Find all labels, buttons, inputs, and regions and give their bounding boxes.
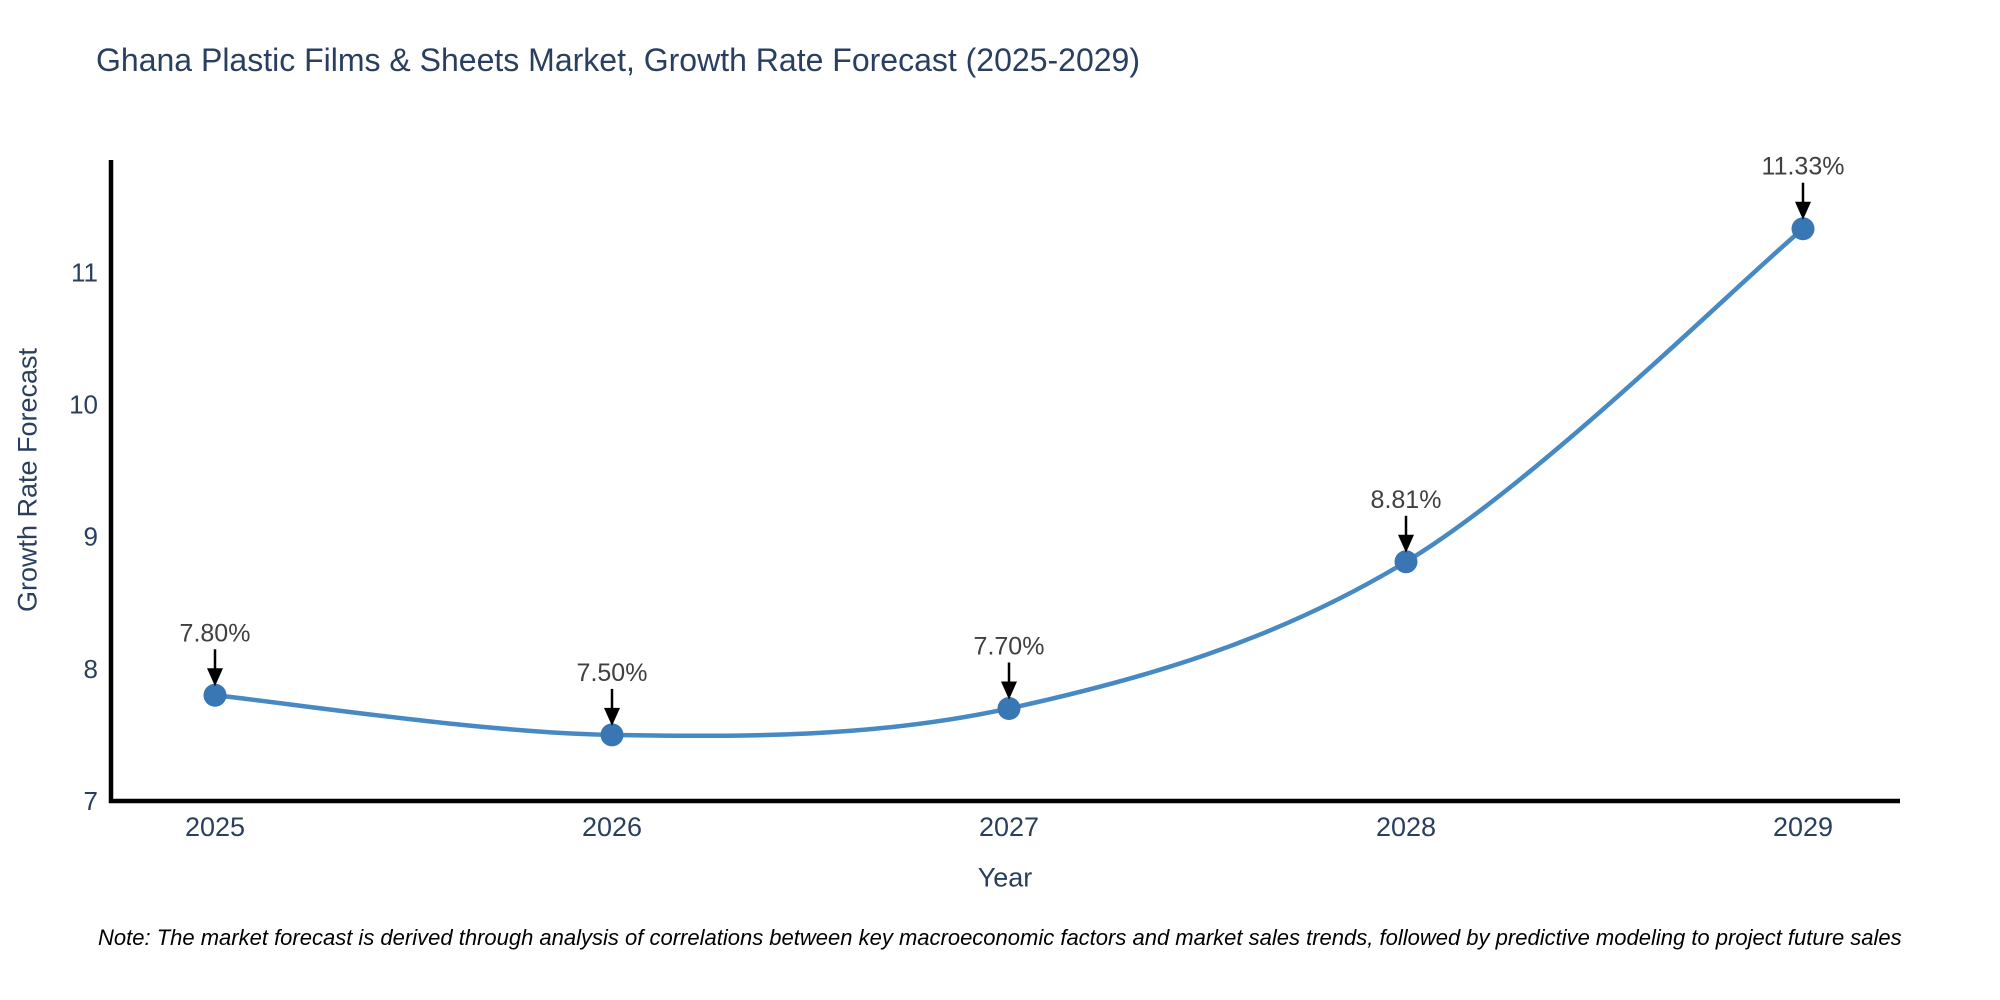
data-point-marker [1394, 550, 1418, 574]
x-tick-label: 2028 [1376, 812, 1436, 842]
data-point-marker [1791, 217, 1815, 241]
annotation-arrowhead [1795, 201, 1811, 220]
annotation-arrowhead [1398, 534, 1414, 553]
footnote: Note: The market forecast is derived thr… [98, 925, 1902, 950]
y-tick-label: 10 [69, 390, 98, 420]
x-tick-label: 2026 [582, 812, 642, 842]
x-tick-label: 2025 [185, 812, 245, 842]
point-value-label: 7.50% [577, 659, 648, 687]
point-value-label: 8.81% [1371, 486, 1442, 514]
point-value-label: 11.33% [1762, 153, 1845, 181]
x-tick-label: 2027 [979, 812, 1039, 842]
y-tick-label: 11 [71, 257, 98, 287]
y-tick-label: 9 [84, 522, 98, 552]
point-value-label: 7.70% [974, 632, 1045, 660]
chart-title: Ghana Plastic Films & Sheets Market, Gro… [96, 42, 1140, 78]
annotation-arrowhead [604, 707, 620, 726]
data-point-marker [600, 723, 624, 747]
y-tick-label: 8 [84, 654, 98, 684]
x-axis-title: Year [977, 862, 1033, 893]
x-tick-label: 2029 [1773, 812, 1833, 842]
y-tick-label: 7 [84, 786, 98, 816]
point-value-label: 7.80% [180, 619, 251, 647]
data-point-marker [997, 696, 1021, 720]
annotation-arrowhead [1001, 681, 1017, 700]
axis-lines [108, 160, 1900, 804]
annotation-arrowhead [207, 668, 223, 687]
data-point-marker [203, 683, 227, 707]
